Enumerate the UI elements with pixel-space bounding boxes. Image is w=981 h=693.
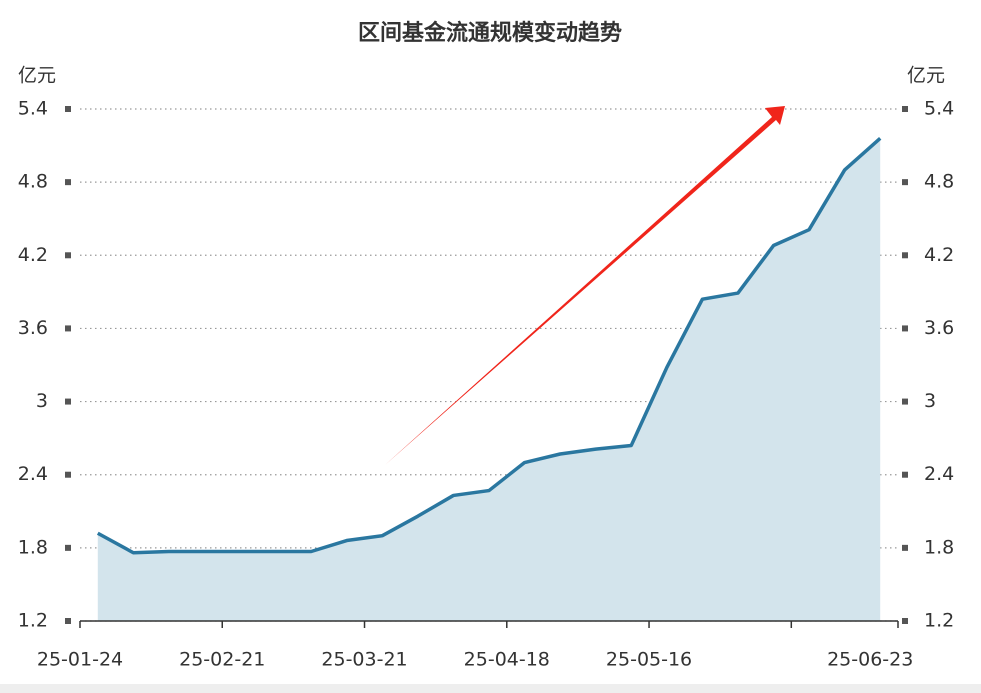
y2-tick-mark	[902, 544, 908, 551]
y-tick-mark	[65, 398, 71, 405]
y2-tick-label: 3	[924, 390, 936, 412]
y2-tick-label: 4.8	[924, 171, 954, 193]
trend-arrow	[385, 106, 785, 465]
y-tick-label: 1.8	[18, 536, 48, 558]
y2-axis-label: 亿元	[907, 65, 945, 87]
y2-tick-mark	[902, 179, 908, 186]
y2-tick-mark	[902, 471, 908, 478]
x-tick-label: 25-01-24	[37, 649, 123, 671]
y2-tick-mark	[902, 325, 908, 332]
y2-tick-label: 1.2	[924, 610, 954, 632]
y2-tick-label: 3.6	[924, 317, 954, 339]
y-tick-mark	[65, 252, 71, 259]
y-tick-mark	[65, 544, 71, 551]
y2-tick-mark	[902, 398, 908, 405]
x-tick-label: 25-04-18	[464, 649, 550, 671]
chart-title: 区间基金流通规模变动趋势	[358, 20, 622, 46]
y2-tick-label: 5.4	[924, 98, 954, 120]
y-tick-label: 3	[36, 390, 48, 412]
y-tick-label: 3.6	[18, 317, 48, 339]
x-tick-label: 25-05-16	[606, 649, 692, 671]
y2-tick-mark	[902, 252, 908, 259]
x-tick-label: 25-03-21	[321, 649, 407, 671]
y-tick-mark	[65, 106, 71, 112]
y-tick-label: 4.2	[18, 244, 48, 266]
y-tick-label: 2.4	[18, 463, 48, 485]
plot: 1.2 1.8 2.4 3 3.6 4.2 4.8 5.4 1.2 1.8 2.4 3 3.6 4.2 4.…	[18, 98, 954, 671]
y-axis-label: 亿元	[18, 65, 56, 87]
y-tick-label: 5.4	[18, 98, 48, 120]
y-tick-mark	[65, 618, 71, 624]
y-tick-mark	[65, 179, 71, 186]
line	[96, 136, 882, 555]
y-tick-label: 1.2	[18, 610, 48, 632]
area-fill	[97, 138, 881, 621]
footer-strip	[0, 684, 981, 693]
y2-tick-mark	[902, 618, 908, 624]
y-tick-mark	[65, 471, 71, 478]
y2-tick-label: 1.8	[924, 536, 954, 558]
y2-tick-label: 4.2	[924, 244, 954, 266]
x-tick-label: 25-06-23	[827, 649, 913, 671]
y2-tick-label: 2.4	[924, 463, 954, 485]
y-tick-mark	[65, 325, 71, 332]
y-tick-label: 4.8	[18, 171, 48, 193]
y2-tick-mark	[902, 106, 908, 112]
x-tick-label: 25-02-21	[179, 649, 265, 671]
